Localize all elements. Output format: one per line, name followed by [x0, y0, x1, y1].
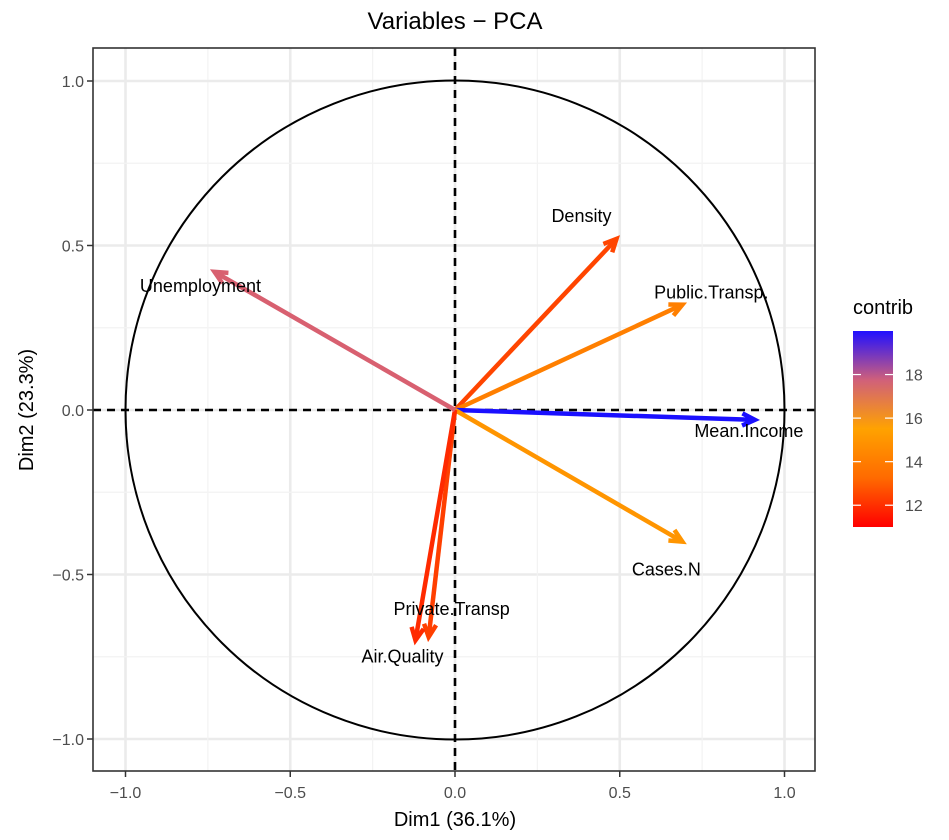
arrow-unemployment — [209, 269, 457, 412]
label-air-quality: Air.Quality — [361, 646, 443, 666]
x-tick-label: 1.0 — [773, 785, 795, 802]
y-tick-label: −1.0 — [52, 732, 84, 749]
label-cases-n: Cases.N — [632, 560, 701, 580]
x-tick-label: −1.0 — [110, 785, 142, 802]
y-tick-label: 0.5 — [62, 239, 84, 256]
y-tick-label: 0.0 — [62, 403, 84, 420]
label-unemployment: Unemployment — [140, 276, 261, 296]
legend-title: contrib — [853, 297, 913, 319]
x-axis-ticks: −1.0 −0.5 0.0 0.5 1.0 — [110, 771, 796, 802]
legend-tick-label: 16 — [905, 411, 923, 428]
x-tick-label: 0.5 — [609, 785, 631, 802]
label-private-transp: Private.Transp — [393, 599, 509, 619]
arrow-air-quality — [409, 409, 458, 646]
label-public-transp: Public.Transp. — [654, 283, 768, 303]
y-tick-label: 1.0 — [62, 74, 84, 91]
legend-tick-label: 12 — [905, 498, 923, 515]
y-axis-title: Dim2 (23.3%) — [16, 349, 38, 471]
x-tick-label: 0.0 — [444, 785, 466, 802]
arrow-mean-income — [454, 407, 761, 428]
label-mean-income: Mean.Income — [694, 421, 803, 441]
label-density: Density — [551, 206, 611, 226]
legend-colorbar — [853, 331, 893, 527]
x-axis-title: Dim1 (36.1%) — [394, 809, 516, 831]
legend-tick-label: 14 — [905, 455, 923, 472]
legend: contrib 12 14 16 18 — [853, 297, 923, 527]
x-tick-label: −0.5 — [274, 785, 306, 802]
plot-area: Density Public.Transp. Mean.Income Cases.N P… — [92, 47, 816, 772]
legend-tick-label: 18 — [905, 368, 923, 385]
arrow-cases-n — [453, 408, 687, 545]
arrow-density — [453, 235, 621, 412]
y-axis-ticks: −1.0 −0.5 0.0 0.5 1.0 — [52, 74, 93, 749]
y-tick-label: −0.5 — [52, 568, 84, 585]
chart-title: Variables − PCA — [368, 8, 543, 35]
legend-ticks: 12 14 16 18 — [853, 368, 923, 515]
arrow-public-transp — [454, 302, 688, 413]
variable-arrows — [209, 235, 761, 646]
variable-labels: Density Public.Transp. Mean.Income Cases.N P… — [140, 206, 803, 666]
